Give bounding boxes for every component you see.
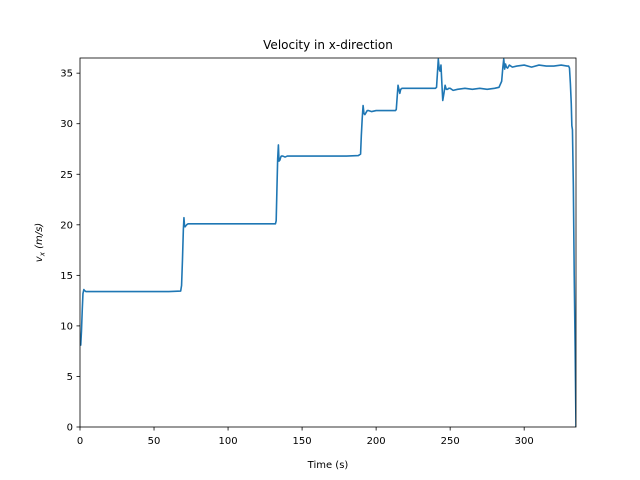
- axes-frame: [79, 57, 577, 428]
- y-tick-label: 5: [67, 372, 73, 383]
- y-tick-label: 35: [60, 69, 73, 80]
- x-tick-label: 0: [77, 436, 83, 447]
- x-tick-label: 150: [293, 436, 312, 447]
- x-tick-label: 200: [367, 436, 386, 447]
- y-axis-label-units: (m/s): [34, 223, 45, 252]
- y-axis-label: vx (m/s): [34, 223, 47, 262]
- y-axis-label-subscript: x: [39, 251, 47, 257]
- y-tick-label: 20: [60, 220, 73, 231]
- y-tick-label: 0: [67, 423, 73, 434]
- x-axis-ticks: 0 50 100 150 200 250 300: [77, 427, 534, 447]
- x-tick-label: 300: [515, 436, 534, 447]
- velocity-line: [80, 58, 576, 427]
- x-tick-label: 100: [219, 436, 238, 447]
- y-tick-label: 25: [60, 170, 73, 181]
- y-axis-label-symbol: v: [34, 255, 45, 262]
- x-tick-label: 50: [148, 436, 161, 447]
- x-axis-label: Time (s): [307, 460, 349, 471]
- x-tick-label: 250: [441, 436, 460, 447]
- plot-area: [80, 58, 576, 427]
- y-axis-ticks: 0 5 10 15 20 25 30 35: [60, 69, 80, 434]
- y-tick-label: 10: [60, 321, 73, 332]
- chart-title: Velocity in x-direction: [263, 38, 393, 52]
- y-tick-label: 30: [60, 119, 73, 130]
- y-tick-label: 15: [60, 271, 73, 282]
